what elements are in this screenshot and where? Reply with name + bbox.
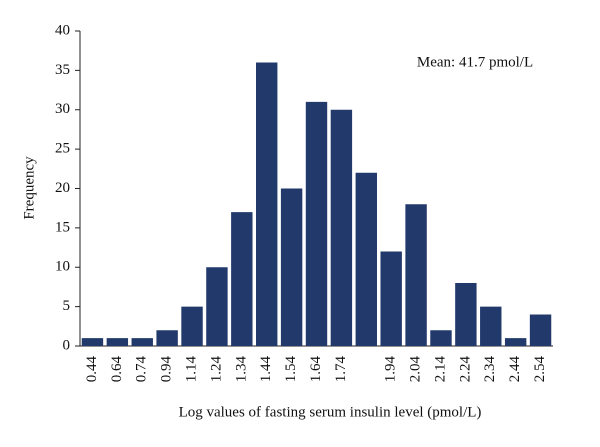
y-tick-label: 0	[63, 337, 71, 353]
x-tick-label: 1.74	[333, 356, 349, 383]
y-tick-label: 40	[55, 22, 70, 38]
x-tick-label: 1.34	[233, 356, 249, 383]
x-tick-label: 2.34	[482, 356, 498, 383]
bar	[280, 188, 303, 346]
x-axis-label: Log values of fasting serum insulin leve…	[179, 404, 482, 420]
bar	[430, 330, 452, 346]
bar	[81, 338, 104, 346]
bar	[455, 283, 477, 346]
y-axis-label: Frequency	[21, 156, 37, 220]
x-tick-label: 0.64	[109, 356, 125, 383]
bar	[256, 62, 278, 346]
x-tick-label: 1.64	[308, 356, 324, 383]
y-tick-label: 20	[55, 180, 70, 196]
x-tick-label: 2.14	[432, 356, 448, 383]
x-tick-label: 2.04	[408, 356, 424, 383]
bar	[231, 212, 253, 346]
bar	[480, 306, 502, 346]
annotation: Mean: 41.7 pmol/L	[417, 54, 533, 70]
y-tick-label: 30	[55, 101, 70, 117]
x-tick-label: 1.94	[383, 356, 399, 383]
bar	[405, 204, 427, 346]
bar	[181, 306, 203, 346]
bar	[156, 330, 178, 346]
bar	[355, 172, 377, 346]
x-tick-label: 1.24	[208, 356, 224, 383]
y-tick-label: 5	[63, 298, 71, 314]
x-tick-label: 0.44	[84, 356, 100, 383]
x-tick-label: 2.24	[457, 356, 473, 383]
x-tick-label: 1.54	[283, 356, 299, 383]
x-tick-label: 2.54	[532, 356, 548, 383]
bar	[330, 109, 353, 346]
bar	[106, 338, 129, 346]
x-tick-label: 1.44	[258, 356, 274, 383]
bar	[380, 251, 402, 346]
y-tick-label: 15	[55, 219, 70, 235]
bar	[206, 267, 228, 346]
x-tick-label: 0.74	[134, 356, 150, 383]
bar	[305, 101, 328, 346]
bar	[529, 314, 552, 346]
y-tick-label: 10	[55, 259, 70, 275]
x-tick-label: 1.14	[183, 356, 199, 383]
y-tick-label: 25	[55, 141, 70, 157]
bar	[131, 338, 153, 346]
x-tick-label: 0.94	[159, 356, 175, 383]
x-tick-label: 2.44	[507, 356, 523, 383]
y-tick-label: 35	[55, 62, 70, 78]
bar	[504, 338, 527, 346]
